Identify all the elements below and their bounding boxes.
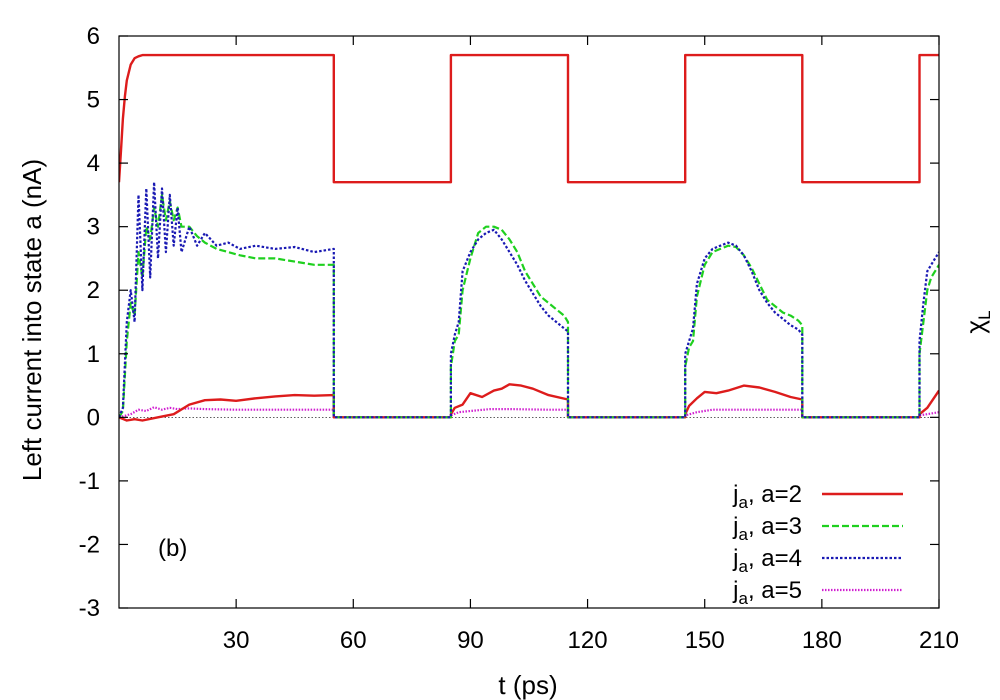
series-line-a2 <box>119 383 939 422</box>
y-tick-label: -3 <box>79 595 100 622</box>
series-layer <box>119 53 939 422</box>
x-tick-label: 90 <box>457 627 484 654</box>
y2-axis-title-sub: L <box>975 310 994 319</box>
legend-label: ja, a=4 <box>732 545 802 576</box>
panel-label: (b) <box>158 535 187 562</box>
series-line-a4 <box>119 181 939 419</box>
x-axis-title: t (ps) <box>498 670 557 700</box>
y2-axis-title-base: χ <box>960 320 990 334</box>
legend: ja, a=2ja, a=3ja, a=4ja, a=5 <box>732 481 903 608</box>
x-tick-label: 180 <box>802 627 842 654</box>
ticks-layer <box>119 35 940 609</box>
y-tick-label: 4 <box>87 150 100 177</box>
legend-label: ja, a=2 <box>732 481 802 512</box>
x-tick-label: 120 <box>568 627 608 654</box>
legend-label: ja, a=5 <box>732 577 802 608</box>
y-tick-label: 3 <box>87 214 100 241</box>
series-line-chi-l <box>119 53 939 184</box>
y2-axis-title: χL <box>960 310 994 333</box>
x-tick-label: 150 <box>685 627 725 654</box>
y-axis-title: Left current into state a (nA) <box>17 159 47 481</box>
y-tick-label: 5 <box>87 87 100 114</box>
x-tick-label: 210 <box>919 627 959 654</box>
series-line-a3 <box>119 193 939 419</box>
y-tick-label: 1 <box>87 341 100 368</box>
plot-frame <box>118 35 940 609</box>
y-tick-label: 6 <box>87 23 100 50</box>
y-tick-label: 2 <box>87 277 100 304</box>
x-tick-label: 60 <box>340 627 367 654</box>
y-tick-label: -1 <box>79 468 100 495</box>
x-tick-label: 30 <box>223 627 250 654</box>
series-line-a5 <box>119 406 939 419</box>
tick-labels-layer: -3 -2 -1 0 1 2 3 4 5 6 30 60 90 120 150 180 210 <box>79 23 959 654</box>
y-tick-label: -2 <box>79 531 100 558</box>
y-tick-label: 0 <box>87 404 100 431</box>
legend-label: ja, a=3 <box>732 513 802 544</box>
